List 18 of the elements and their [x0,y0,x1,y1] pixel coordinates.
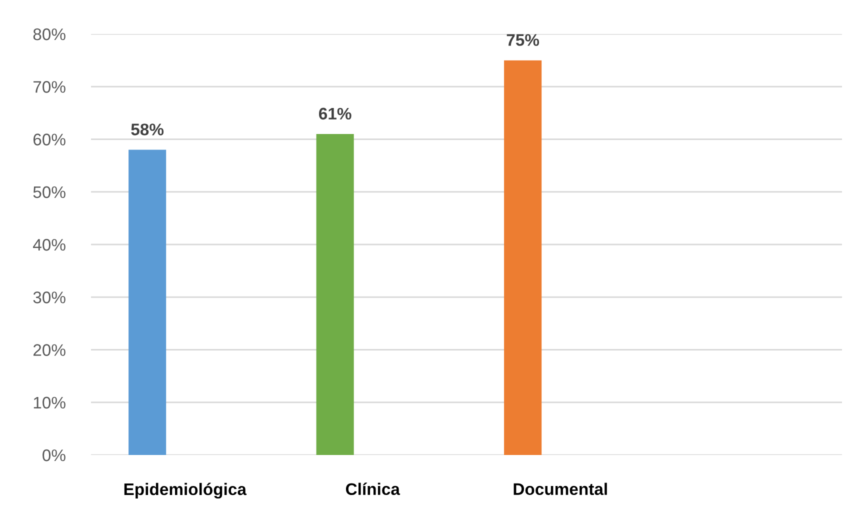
y-tick-label: 30% [33,292,66,304]
bar [316,134,354,455]
y-tick-label: 50% [33,186,66,198]
y-tick-label: 20% [33,344,66,356]
bar [504,60,542,455]
data-label: 61% [319,108,352,120]
data-label: 58% [131,124,164,136]
y-tick-label: 60% [33,134,66,146]
x-tick-label: Epidemiológica [124,482,247,499]
data-label: 75% [506,34,540,46]
bar [128,150,166,455]
y-tick-label: 0% [42,449,66,462]
y-tick-label: 40% [33,238,66,251]
y-tick-label: 80% [33,28,66,40]
x-tick-label: Clínica [346,482,400,496]
x-tick-label: Documental [514,482,607,496]
y-tick-label: 10% [34,396,66,409]
y-tick-label: 70% [33,81,66,93]
